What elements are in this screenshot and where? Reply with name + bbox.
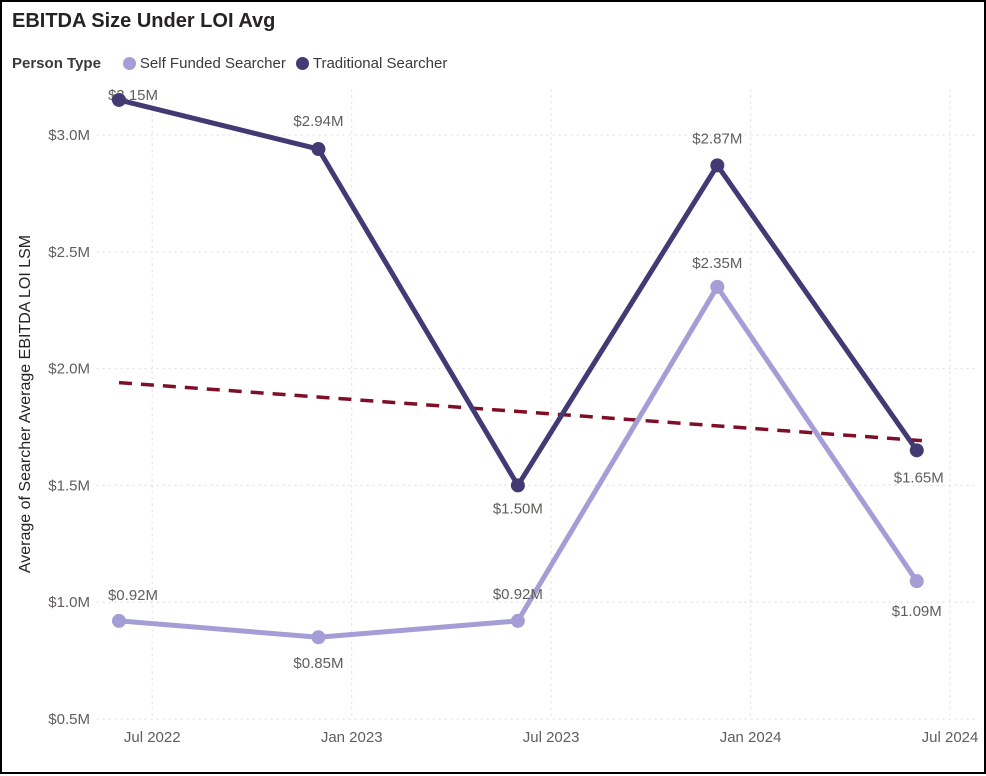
legend-dot-traditional-icon — [295, 57, 309, 70]
data-point[interactable] — [112, 92, 126, 107]
series-line — [116, 284, 920, 640]
data-point[interactable] — [510, 613, 525, 628]
y-axis-tick-label: $0.5M — [48, 711, 90, 728]
data-point[interactable] — [710, 279, 725, 294]
series-line — [116, 97, 920, 488]
legend: Person Type Self Funded Searcher Traditi… — [12, 55, 457, 72]
data-point-label: $2.94M — [293, 113, 343, 130]
x-axis-tick-label: Jan 2023 — [321, 729, 383, 746]
chart-title: EBITDA Size Under LOI Avg — [12, 10, 276, 32]
data-point[interactable] — [909, 443, 924, 458]
y-axis-tick-label: $2.0M — [48, 361, 90, 378]
data-point[interactable] — [311, 630, 326, 645]
data-point-label: $2.87M — [692, 130, 742, 147]
data-point[interactable] — [311, 142, 326, 157]
legend-item-label: Self Funded Searcher — [139, 55, 286, 72]
data-point-label: $2.35M — [692, 255, 742, 272]
y-axis-tick-label: $1.5M — [48, 477, 90, 494]
y-axis-title: Average of Searcher Average EBITDA LOI L… — [17, 235, 34, 573]
data-point[interactable] — [909, 574, 924, 589]
data-point[interactable] — [112, 613, 126, 628]
legend-item-label: Traditional Searcher — [312, 55, 448, 72]
data-point-label: $1.09M — [892, 603, 942, 620]
trend-line — [118, 380, 927, 443]
x-axis-tick-label: Jul 2023 — [523, 729, 580, 746]
data-point-label: $0.92M — [493, 586, 543, 603]
data-point[interactable] — [510, 478, 525, 493]
legend-title: Person Type — [12, 55, 101, 72]
legend-item-traditional[interactable]: Traditional Searcher — [295, 55, 448, 72]
data-point-label: $0.92M — [108, 587, 158, 604]
data-point-label: $0.85M — [293, 655, 343, 672]
data-point-label: $1.50M — [493, 500, 543, 517]
legend-item-self-funded[interactable]: Self Funded Searcher — [122, 55, 286, 72]
data-point-label: $1.65M — [894, 469, 944, 486]
x-axis-tick-label: Jul 2024 — [922, 729, 979, 746]
y-axis-tick-label: $1.0M — [48, 594, 90, 611]
y-axis-tick-label: $2.5M — [48, 244, 90, 261]
data-point[interactable] — [710, 158, 725, 173]
x-axis-tick-label: Jul 2022 — [124, 729, 181, 746]
y-axis-tick-label: $3.0M — [48, 127, 90, 144]
x-axis-tick-label: Jan 2024 — [720, 729, 782, 746]
legend-dot-self-funded-icon — [122, 57, 136, 70]
